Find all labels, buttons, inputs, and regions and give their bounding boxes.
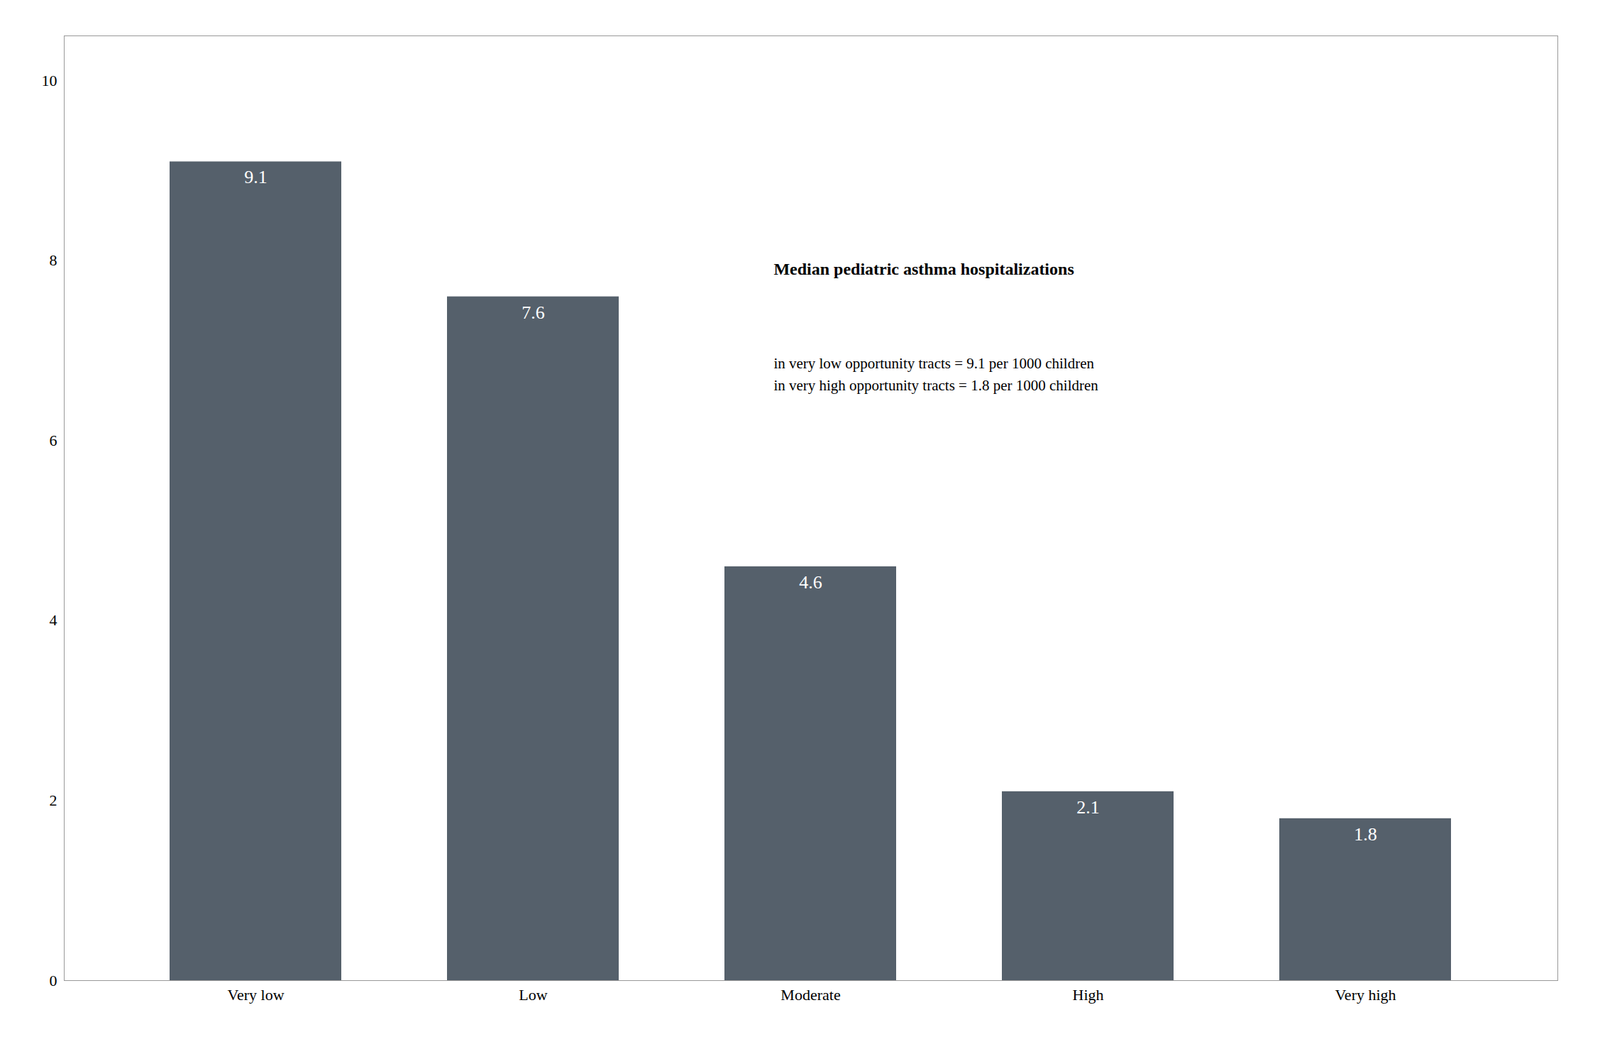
- svg-text:in very low opportunity tracts: in very low opportunity tracts = 9.1 per…: [773, 354, 1099, 395]
- svg-text:4.6: 4.6: [798, 571, 823, 593]
- svg-text:0: 0: [49, 971, 58, 990]
- svg-text:2.1: 2.1: [1076, 796, 1100, 818]
- svg-text:1.8: 1.8: [1353, 823, 1378, 845]
- svg-text:Very low: Very low: [227, 985, 284, 1004]
- svg-text:2: 2: [49, 791, 58, 809]
- svg-text:Very high: Very high: [1334, 985, 1396, 1004]
- svg-text:Low: Low: [518, 985, 548, 1004]
- svg-text:Median pediatric asthma hospit: Median pediatric asthma hospitalizations: [773, 259, 1074, 279]
- svg-text:10: 10: [41, 71, 58, 90]
- svg-text:8: 8: [49, 251, 58, 269]
- svg-text:4: 4: [49, 610, 58, 629]
- svg-text:Moderate: Moderate: [780, 985, 841, 1004]
- svg-text:7.6: 7.6: [521, 302, 545, 323]
- svg-text:High: High: [1072, 985, 1105, 1004]
- svg-text:6: 6: [49, 431, 58, 450]
- svg-text:9.1: 9.1: [244, 166, 268, 188]
